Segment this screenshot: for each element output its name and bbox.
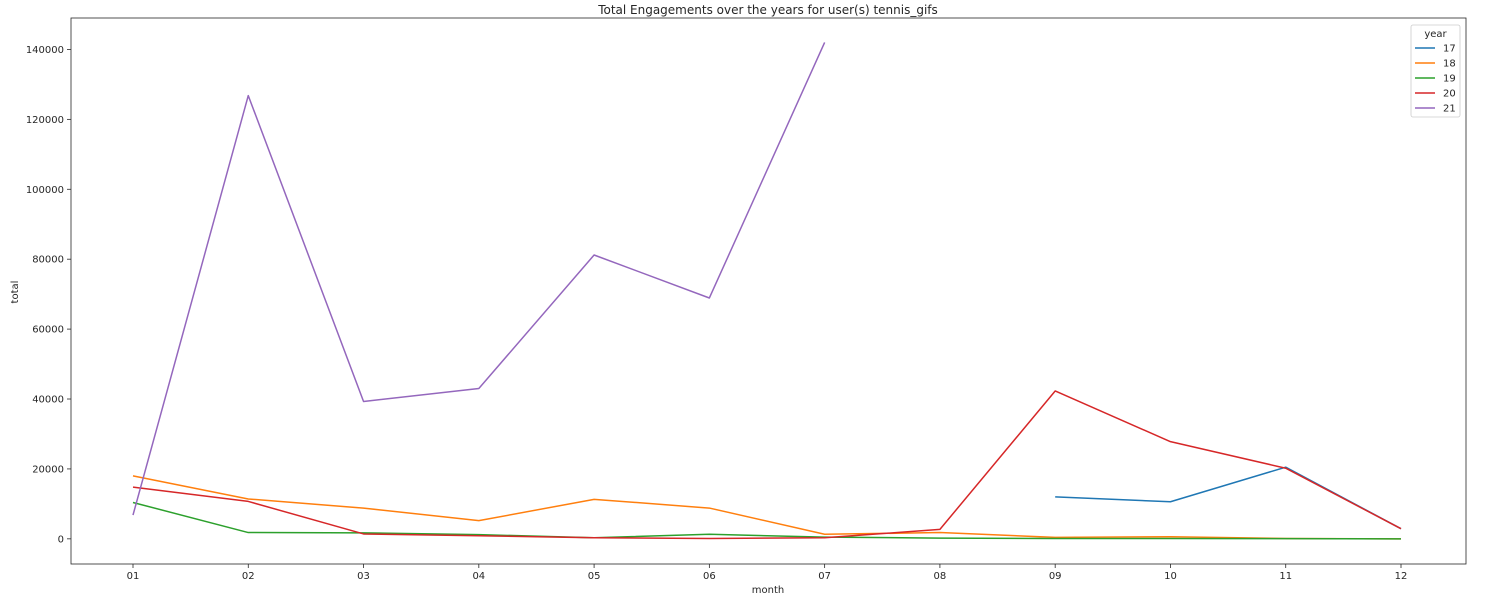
x-tick-label: 08: [934, 571, 947, 582]
legend-label-19: 19: [1443, 74, 1456, 85]
x-tick-label: 02: [242, 571, 255, 582]
x-tick-label: 10: [1164, 571, 1177, 582]
plot-frame: [70, 17, 1467, 565]
series-line-19: [132, 501, 1402, 540]
y-axis-label: total: [10, 281, 21, 304]
y-tick-label: 20000: [32, 464, 64, 475]
x-tick-label: 12: [1395, 571, 1408, 582]
legend-title: year: [1424, 29, 1447, 40]
series-lines: [132, 42, 1402, 540]
legend-label-20: 20: [1443, 89, 1456, 100]
series-line-20: [132, 390, 1402, 540]
y-tick-label: 40000: [32, 395, 64, 406]
legend-label-21: 21: [1443, 104, 1456, 115]
x-tick-label: 04: [472, 571, 485, 582]
x-tick-label: 09: [1049, 571, 1062, 582]
legend-label-17: 17: [1443, 44, 1456, 55]
x-tick-label: 01: [127, 571, 140, 582]
x-tick-label: 06: [703, 571, 716, 582]
series-line-18: [132, 475, 1402, 540]
x-tick-label: 07: [818, 571, 831, 582]
chart-title: Total Engagements over the years for use…: [597, 3, 938, 17]
y-axis: 0 20000 40000 60000 80000 100000 120000 140000: [26, 45, 71, 545]
x-tick-label: 11: [1279, 571, 1292, 582]
x-axis-label: month: [752, 585, 784, 596]
y-tick-label: 80000: [32, 255, 64, 266]
y-tick-label: 60000: [32, 325, 64, 336]
series-line-17: [1055, 466, 1402, 530]
y-tick-label: 120000: [26, 115, 64, 126]
legend-label-18: 18: [1443, 59, 1456, 70]
x-tick-label: 03: [357, 571, 370, 582]
x-tick-label: 05: [588, 571, 601, 582]
legend: year 17 18 19 20 21: [1410, 24, 1461, 118]
x-axis: 01 02 03 04 05 06 07 08 09 10 11 12: [127, 564, 1408, 582]
y-tick-label: 140000: [26, 45, 64, 56]
series-line-21: [132, 42, 826, 516]
y-tick-label: 0: [58, 534, 64, 545]
y-tick-label: 100000: [26, 185, 64, 196]
